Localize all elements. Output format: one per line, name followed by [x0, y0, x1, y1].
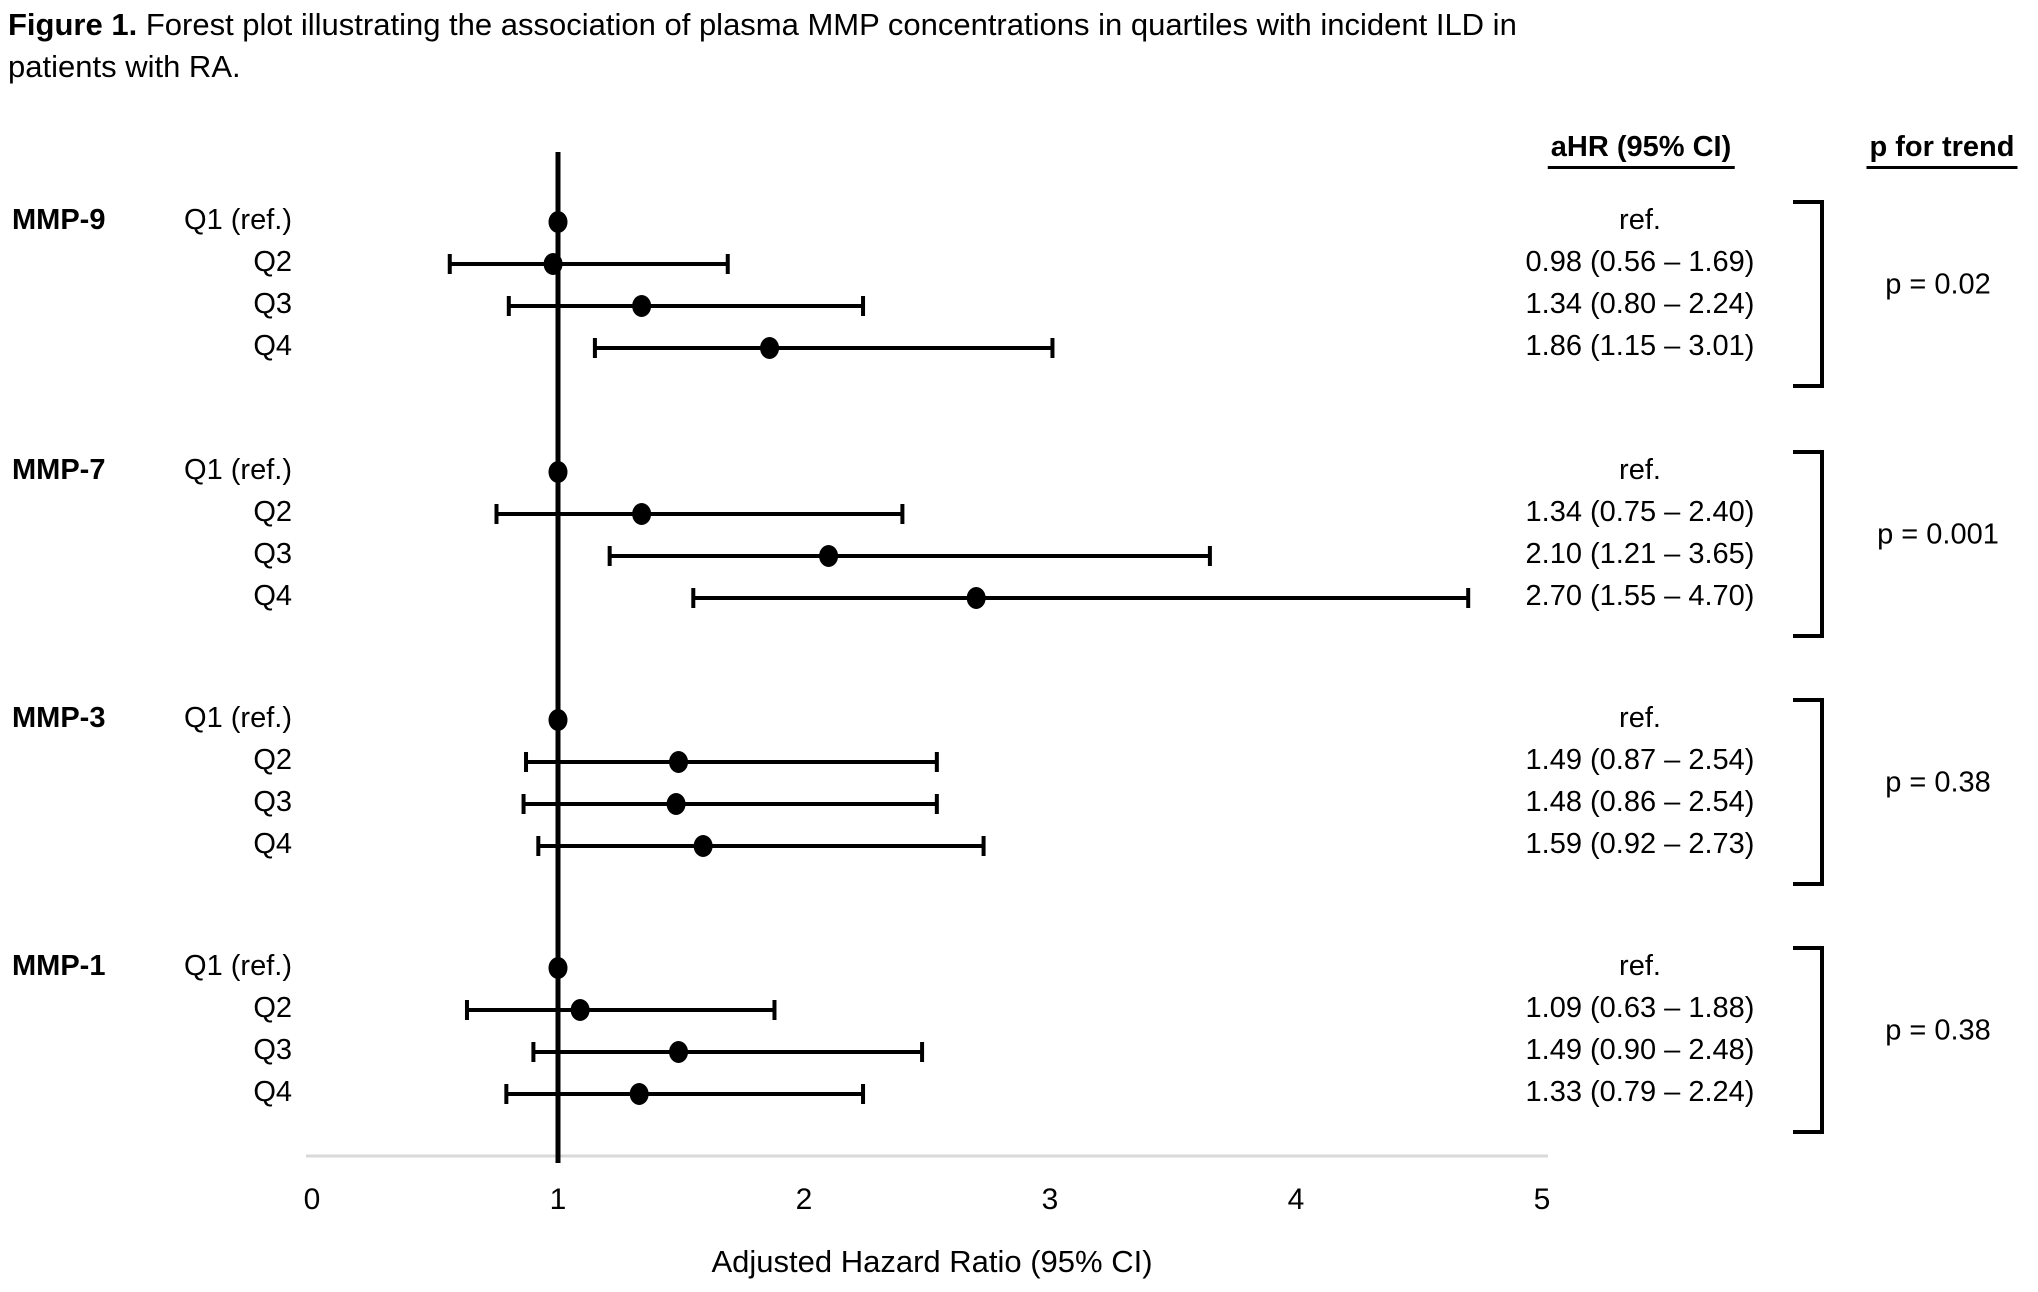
group-label: MMP-1 — [12, 950, 106, 983]
p-for-trend-value: p = 0.02 — [1885, 268, 1991, 301]
group-bracket — [1793, 200, 1824, 388]
x-tick-label: 4 — [1287, 1183, 1305, 1216]
point-estimate-marker — [760, 337, 780, 359]
row-label: Q3 — [253, 786, 292, 819]
row-label: Q4 — [253, 1076, 292, 1109]
x-tick-label: 3 — [1041, 1183, 1059, 1216]
point-estimate-marker — [548, 211, 568, 233]
point-estimate-marker — [666, 793, 686, 815]
figure-title-text: Forest plot illustrating the association… — [8, 7, 1517, 84]
ahr-value: ref. — [1619, 204, 1661, 237]
p-for-trend-column-header: p for trend — [1866, 131, 2018, 169]
group-bracket — [1793, 946, 1824, 1134]
x-tick-label: 1 — [549, 1183, 567, 1216]
ahr-value: 1.49 (0.87 – 2.54) — [1525, 744, 1755, 777]
ahr-value: 1.34 (0.80 – 2.24) — [1525, 288, 1755, 321]
row-label: Q3 — [253, 538, 292, 571]
row-label: Q1 (ref.) — [184, 204, 292, 237]
ahr-value: ref. — [1619, 950, 1661, 983]
ahr-value: 1.34 (0.75 – 2.40) — [1525, 496, 1755, 529]
point-estimate-marker — [632, 295, 652, 317]
group-label: MMP-9 — [12, 204, 106, 237]
x-tick-label: 0 — [303, 1183, 321, 1216]
row-label: Q4 — [253, 330, 292, 363]
group-bracket — [1793, 698, 1824, 886]
ahr-value: 0.98 (0.56 – 1.69) — [1525, 246, 1755, 279]
ahr-value: 1.59 (0.92 – 2.73) — [1525, 828, 1755, 861]
ahr-value: 1.48 (0.86 – 2.54) — [1525, 786, 1755, 819]
point-estimate-marker — [669, 1041, 689, 1063]
point-estimate-marker — [548, 461, 568, 483]
ahr-value: 2.70 (1.55 – 4.70) — [1525, 580, 1755, 613]
ahr-value: ref. — [1619, 702, 1661, 735]
x-axis-title: Adjusted Hazard Ratio (95% CI) — [711, 1244, 1153, 1279]
group-bracket — [1793, 450, 1824, 638]
row-label: Q2 — [253, 246, 292, 279]
ahr-value: 2.10 (1.21 – 3.65) — [1525, 538, 1755, 571]
point-estimate-marker — [819, 545, 839, 567]
ahr-value: 1.09 (0.63 – 1.88) — [1525, 992, 1755, 1025]
x-tick-label: 2 — [795, 1183, 813, 1216]
point-estimate-marker — [548, 957, 568, 979]
row-label: Q1 (ref.) — [184, 702, 292, 735]
point-estimate-marker — [629, 1083, 649, 1105]
p-for-trend-value: p = 0.38 — [1885, 766, 1991, 799]
ahr-column-header: aHR (95% CI) — [1547, 131, 1735, 169]
x-tick-label: 5 — [1533, 1183, 1551, 1216]
point-estimate-marker — [693, 835, 713, 857]
point-estimate-marker — [570, 999, 590, 1021]
p-for-trend-value: p = 0.38 — [1885, 1014, 1991, 1047]
row-label: Q1 (ref.) — [184, 454, 292, 487]
point-estimate-marker — [543, 253, 563, 275]
figure-title: Figure 1. Forest plot illustrating the a… — [8, 4, 1608, 88]
ahr-value: 1.49 (0.90 – 2.48) — [1525, 1034, 1755, 1067]
row-label: Q4 — [253, 580, 292, 613]
row-label: Q2 — [253, 744, 292, 777]
point-estimate-marker — [548, 709, 568, 731]
point-estimate-marker — [632, 503, 652, 525]
ahr-value: 1.33 (0.79 – 2.24) — [1525, 1076, 1755, 1109]
row-label: Q3 — [253, 288, 292, 321]
row-label: Q3 — [253, 1034, 292, 1067]
row-label: Q2 — [253, 992, 292, 1025]
group-label: MMP-3 — [12, 702, 106, 735]
point-estimate-marker — [966, 587, 986, 609]
point-estimate-marker — [669, 751, 689, 773]
figure-title-label: Figure 1. — [8, 7, 138, 42]
ahr-value: ref. — [1619, 454, 1661, 487]
p-for-trend-value: p = 0.001 — [1877, 518, 1999, 551]
group-label: MMP-7 — [12, 454, 106, 487]
ahr-value: 1.86 (1.15 – 3.01) — [1525, 330, 1755, 363]
row-label: Q4 — [253, 828, 292, 861]
row-label: Q1 (ref.) — [184, 950, 292, 983]
row-label: Q2 — [253, 496, 292, 529]
